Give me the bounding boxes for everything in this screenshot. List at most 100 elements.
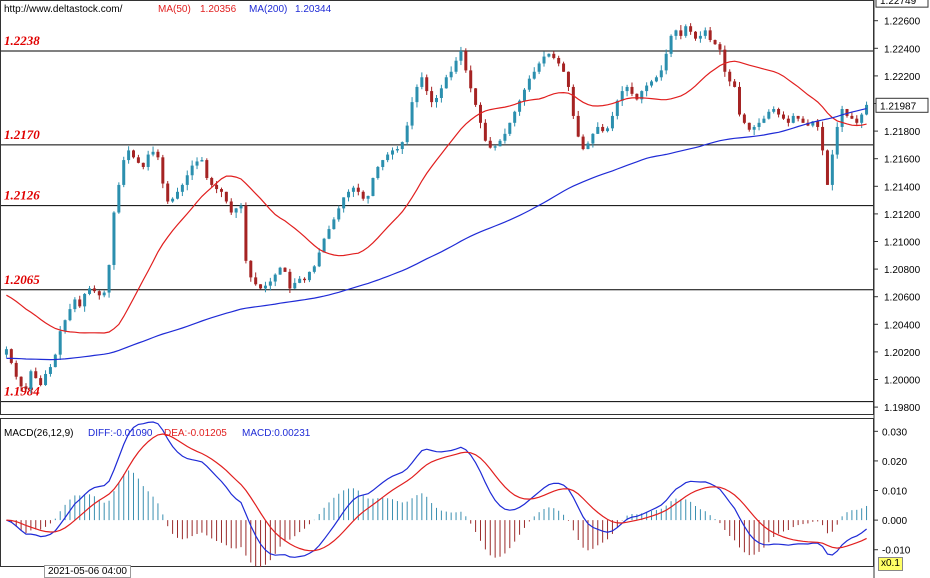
candle-body	[190, 165, 194, 176]
candle-body	[102, 292, 106, 296]
price-tick-label: 1.20600	[884, 293, 921, 304]
candle-body	[547, 53, 551, 57]
candle-body	[733, 81, 737, 87]
candle-body	[659, 70, 663, 78]
current-price-box	[875, 0, 929, 8]
candle-body	[224, 191, 228, 202]
candle-body	[376, 166, 380, 179]
candle-body	[117, 184, 121, 213]
candle-body	[781, 114, 785, 119]
site-url[interactable]: http://www.deltastock.com/	[4, 4, 123, 15]
candle-body	[518, 100, 522, 112]
macd-dea-value: DEA:-0.01205	[164, 428, 227, 439]
candle-body	[791, 115, 795, 123]
level-label: 1.2170	[4, 127, 40, 142]
candle-body	[400, 142, 404, 150]
candle-body	[234, 208, 238, 213]
candle-body	[762, 118, 766, 123]
ma50-value: 1.20356	[200, 4, 237, 15]
candle-body	[361, 191, 365, 199]
ma50-label: MA(50)	[158, 4, 191, 15]
candle-body	[73, 299, 77, 310]
candle-body	[737, 86, 741, 115]
candle-body	[708, 30, 712, 41]
candle-body	[303, 278, 307, 281]
candle-body	[161, 157, 165, 184]
candle-body	[78, 299, 82, 307]
candle-body	[141, 162, 145, 167]
candle-body	[801, 118, 805, 123]
candle-body	[263, 285, 267, 289]
candle-body	[747, 122, 751, 130]
candle-body	[88, 288, 92, 294]
candle-body	[718, 44, 722, 50]
price-tick-label: 1.20000	[884, 376, 921, 387]
candle-body	[488, 140, 492, 148]
candle-body	[239, 205, 243, 209]
candle-body	[713, 40, 717, 45]
price-tick-label: 1.22200	[884, 72, 921, 83]
candle-body	[703, 30, 707, 36]
candle-body	[522, 89, 526, 101]
candle-body	[552, 53, 556, 58]
candle-body	[601, 126, 605, 132]
candle-body	[351, 187, 355, 192]
macd-value: MACD:0.00231	[242, 428, 311, 439]
candle-body	[97, 291, 101, 296]
candle-body	[786, 118, 790, 123]
candle-body	[571, 86, 575, 116]
candle-body	[503, 133, 507, 141]
macd-plot-frame	[0, 418, 874, 567]
price-tick-label: 1.21400	[884, 182, 921, 193]
macd-tick-label: -0.010	[882, 546, 911, 557]
candle-body	[459, 51, 463, 61]
candle-body	[166, 183, 170, 202]
zoom-label[interactable]: x0.1	[878, 557, 903, 571]
candle-body	[493, 146, 497, 148]
macd-diff-value: DIFF:-0.01090	[88, 428, 153, 439]
candle-body	[698, 35, 702, 39]
candle-body	[650, 81, 654, 86]
candle-body	[620, 91, 624, 101]
candle-body	[405, 125, 409, 143]
price-tick-label: 1.21600	[884, 155, 921, 166]
candle-body	[44, 373, 48, 386]
candle-body	[332, 219, 336, 230]
candle-body	[249, 260, 253, 278]
candle-body	[645, 85, 649, 92]
macd-tick-label: 0.030	[882, 427, 907, 438]
candle-body	[347, 191, 351, 198]
candle-body	[317, 252, 321, 267]
candle-body	[483, 122, 487, 141]
candle-body	[527, 78, 531, 90]
date-label: 2021-05-06 04:00	[44, 565, 131, 578]
candle-body	[366, 195, 370, 199]
candle-body	[132, 150, 136, 158]
candle-body	[24, 386, 28, 390]
macd-diff-line	[6, 421, 867, 558]
candle-body	[298, 278, 302, 283]
candle-body	[508, 122, 512, 134]
candle-body	[679, 30, 683, 36]
candle-body	[327, 229, 331, 239]
candle-body	[586, 143, 590, 150]
candle-body	[83, 293, 87, 307]
candle-body	[825, 150, 829, 185]
macd-dea-line	[6, 433, 867, 552]
candle-body	[53, 354, 57, 368]
price-tick-label: 1.19800	[884, 403, 921, 414]
candle-body	[278, 267, 282, 275]
candle-body	[171, 198, 175, 202]
price-tick-label: 1.22600	[884, 17, 921, 28]
candle-body	[576, 115, 580, 137]
candle-body	[273, 274, 277, 282]
candle-body	[39, 378, 43, 386]
macd-histogram	[10, 470, 868, 568]
current-price-label: 1.21987	[880, 101, 917, 112]
level-label: 1.2065	[4, 272, 40, 287]
candle-body	[610, 115, 614, 129]
candle-body	[215, 184, 219, 190]
candle-body	[151, 151, 155, 155]
